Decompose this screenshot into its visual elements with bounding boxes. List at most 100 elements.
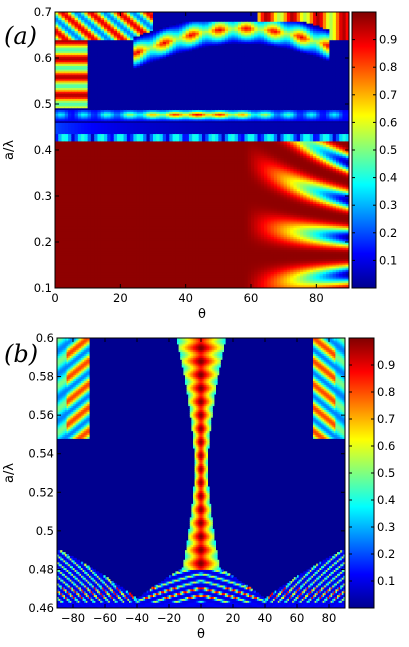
heatmap-a-cell — [87, 207, 92, 210]
heatmap-a-cell — [149, 183, 154, 186]
heatmap-a-cell — [100, 203, 105, 206]
heatmap-a-cell — [90, 46, 95, 50]
heatmap-a-cell — [120, 28, 125, 31]
heatmap-a-cell — [149, 284, 154, 287]
heatmap-a-cell — [97, 251, 102, 254]
heatmap-a-cell — [107, 210, 112, 214]
heatmap-a-cell — [68, 19, 72, 22]
heatmap-a-cell — [153, 142, 157, 146]
heatmap-a-cell — [123, 234, 128, 238]
heatmap-a-cell — [143, 223, 148, 227]
heatmap-a-cell — [87, 138, 92, 142]
heatmap-a-cell — [159, 148, 164, 151]
heatmap-a-cell — [110, 188, 115, 192]
heatmap-a-cell — [61, 67, 66, 70]
heatmap-a-cell — [100, 201, 105, 204]
heatmap-a-cell — [74, 19, 79, 22]
heatmap-a-cell — [143, 212, 148, 215]
heatmap-a-cell — [68, 109, 72, 112]
heatmap-a-cell — [139, 190, 144, 193]
heatmap-a-cell — [87, 109, 92, 112]
heatmap-a-cell — [139, 245, 144, 249]
heatmap-a-cell — [104, 168, 108, 171]
heatmap-a-cell — [81, 67, 85, 70]
heatmap-a-cell — [104, 116, 108, 120]
heatmap-a-cell — [133, 181, 138, 184]
heatmap-a-cell — [81, 278, 85, 282]
heatmap-a-cell — [77, 109, 82, 112]
heatmap-a-cell — [130, 240, 134, 243]
heatmap-a-cell — [74, 214, 79, 217]
heatmap-a-cell — [133, 229, 138, 232]
heatmap-a-cell — [74, 115, 79, 118]
heatmap-a-cell — [113, 129, 118, 133]
heatmap-a-cell — [133, 212, 138, 215]
heatmap-a-cell — [159, 46, 164, 50]
heatmap-a-cell — [130, 81, 134, 85]
heatmap-a-cell — [123, 247, 128, 250]
heatmap-a-cell — [68, 284, 72, 287]
heatmap-a-cell — [74, 234, 79, 238]
heatmap-a-cell — [64, 138, 69, 142]
heatmap-a-cell — [120, 83, 125, 87]
heatmap-a-cell — [84, 221, 89, 225]
heatmap-a-cell — [113, 69, 118, 72]
heatmap-a-cell — [153, 265, 157, 269]
heatmap-a-cell — [130, 80, 134, 83]
heatmap-a-cell — [156, 162, 161, 166]
heatmap-a-cell — [58, 243, 63, 247]
heatmap-a-cell — [104, 276, 108, 280]
heatmap-a-cell — [156, 271, 161, 274]
heatmap-a-cell — [104, 37, 108, 41]
heatmap-a-cell — [130, 56, 134, 59]
heatmap-a-cell — [136, 74, 141, 77]
heatmap-a-cell — [55, 28, 59, 31]
heatmap-a-cell — [123, 116, 128, 120]
heatmap-a-cell — [110, 115, 115, 118]
heatmap-a-cell — [61, 37, 66, 41]
heatmap-a-cell — [77, 138, 82, 142]
heatmap-a-cell — [104, 120, 108, 123]
heatmap-a-cell — [120, 168, 125, 171]
heatmap-a-cell — [133, 65, 138, 68]
heatmap-a-cell — [107, 229, 112, 232]
heatmap-a-cell — [74, 96, 79, 100]
heatmap-a-cell — [87, 196, 92, 199]
heatmap-a-cell — [156, 80, 161, 83]
heatmap-a-cell — [126, 275, 131, 278]
heatmap-a-cell — [107, 15, 112, 19]
heatmap-a-cell — [87, 236, 92, 239]
heatmap-a-cell — [136, 170, 141, 173]
heatmap-a-cell — [61, 100, 66, 103]
heatmap-a-cell — [117, 140, 121, 144]
heatmap-a-cell — [136, 111, 141, 114]
heatmap-a-cell — [94, 118, 99, 122]
heatmap-a-cell — [113, 245, 118, 249]
heatmap-a-cell — [90, 184, 95, 188]
heatmap-a-cell — [58, 208, 63, 212]
heatmap-a-cell — [126, 168, 131, 171]
heatmap-a-cell — [84, 196, 89, 199]
heatmap-a-cell — [117, 214, 121, 217]
heatmap-a-cell — [90, 15, 95, 19]
heatmap-a-cell — [104, 12, 108, 15]
heatmap-a-cell — [68, 83, 72, 87]
heatmap-a-cell — [136, 91, 141, 94]
heatmap-a-cell — [68, 218, 72, 221]
heatmap-a-cell — [68, 264, 72, 267]
heatmap-a-cell — [149, 148, 154, 151]
heatmap-a-cell — [143, 137, 148, 140]
heatmap-a-cell — [149, 286, 154, 288]
heatmap-a-cell — [94, 126, 99, 129]
heatmap-a-cell — [120, 264, 125, 267]
heatmap-a-cell — [156, 161, 161, 164]
heatmap-a-cell — [74, 238, 79, 241]
heatmap-a-cell — [90, 78, 95, 81]
heatmap-a-cell — [113, 254, 118, 258]
heatmap-a-cell — [58, 159, 63, 162]
heatmap-a-cell — [71, 278, 76, 282]
heatmap-a-cell — [110, 216, 115, 219]
heatmap-a-cell — [64, 30, 69, 33]
heatmap-a-cell — [68, 151, 72, 155]
heatmap-a-cell — [58, 201, 63, 204]
